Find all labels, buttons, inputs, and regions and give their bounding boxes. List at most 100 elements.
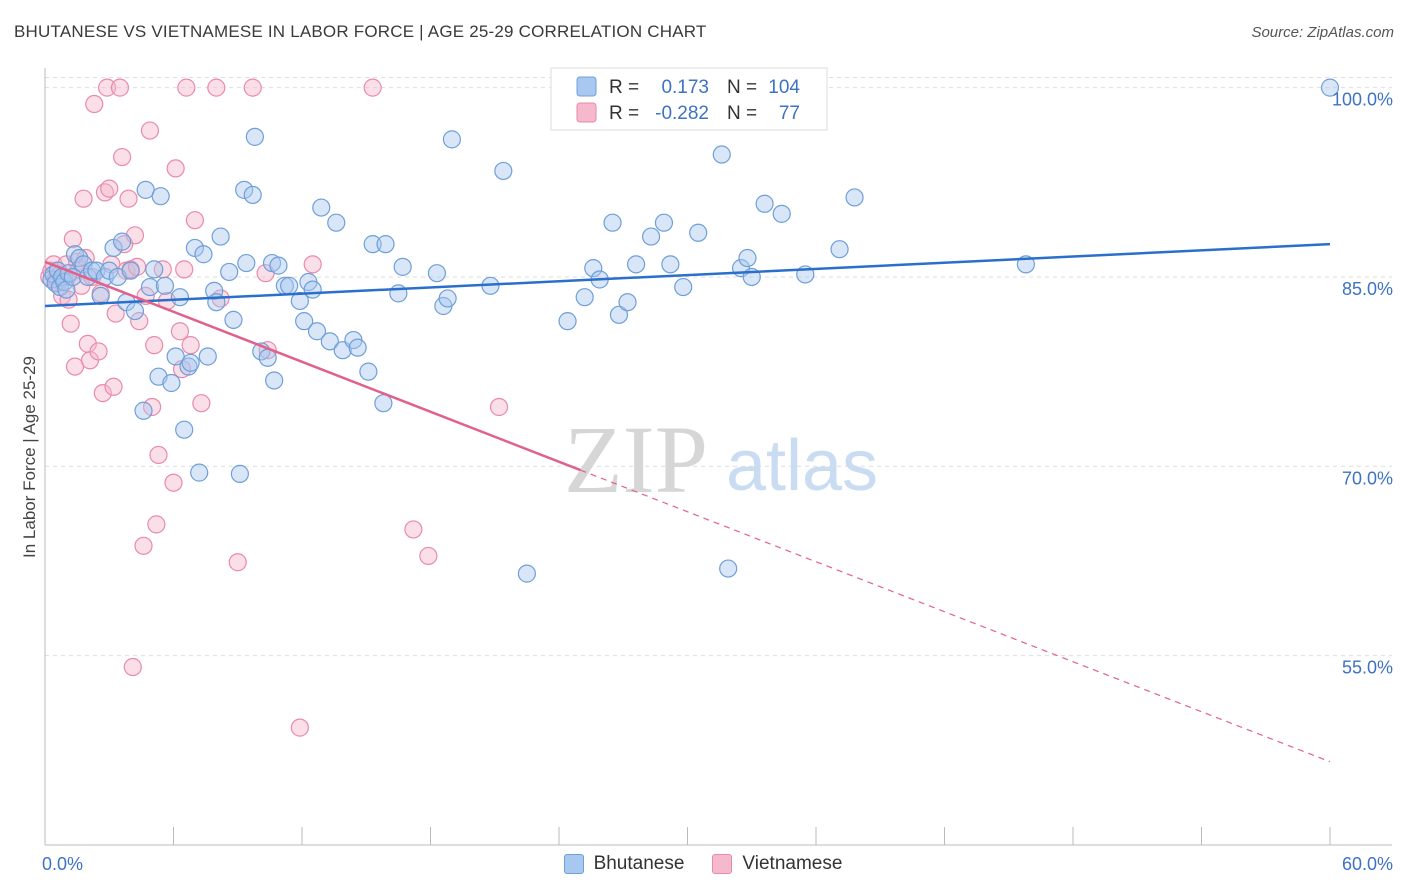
legend-r-label: R = <box>609 103 639 124</box>
bhutanese-point <box>155 276 175 295</box>
source-label: Source: ZipAtlas.com <box>1251 24 1394 41</box>
watermark-zip: ZIP <box>564 406 708 513</box>
vietnamese-point <box>175 260 194 279</box>
bhutanese-point <box>312 198 331 217</box>
bhutanese-points <box>42 78 1340 583</box>
legend-swatch-bhutanese <box>576 76 597 97</box>
vietnamese-point <box>185 211 205 230</box>
bhutanese-point <box>626 255 646 274</box>
bhutanese-point <box>755 194 774 213</box>
vietnamese-point <box>181 336 200 355</box>
legend-n-label: N = <box>727 103 757 124</box>
vietnamese-point <box>303 255 322 274</box>
chart-title: BHUTANESE VS VIETNAMESE IN LABOR FORCE |… <box>14 22 707 41</box>
vietnamese-trend-extension <box>580 469 1331 763</box>
vietnamese-point <box>100 179 119 198</box>
bhutanese-point <box>427 264 447 283</box>
bhutanese-point <box>689 223 708 242</box>
x-tick-labels: 0.0% 60.0% <box>42 854 1393 874</box>
legend-item-vietnamese: Vietnamese <box>712 853 842 875</box>
bhutanese-point <box>389 284 408 303</box>
bhutanese-point <box>162 373 181 393</box>
bhutanese-point <box>211 227 230 246</box>
bhutanese-point <box>112 232 132 251</box>
y-tick-label: 100.0% <box>1332 90 1393 110</box>
bhutanese-point <box>654 213 674 232</box>
watermark: ZIP atlas <box>564 406 878 513</box>
bhutanese-point <box>641 227 661 246</box>
vietnamese-point <box>110 78 130 97</box>
axes <box>44 68 1392 846</box>
vietnamese-point <box>63 229 82 249</box>
bhutanese-point <box>494 161 513 181</box>
watermark-atlas: atlas <box>726 426 878 506</box>
bhutanese-point <box>359 362 378 381</box>
vietnamese-point <box>363 78 382 97</box>
vietnamese-point <box>85 94 104 114</box>
vietnamese-point <box>134 536 153 555</box>
vietnamese-point <box>166 159 185 178</box>
bhutanese-point <box>205 281 224 300</box>
legend-label-vietnamese: Vietnamese <box>742 853 843 874</box>
bhutanese-point <box>517 564 536 583</box>
bhutanese-point <box>55 272 74 292</box>
bhutanese-point <box>290 291 309 311</box>
vietnamese-point <box>93 383 112 403</box>
series-legend: Bhutanese Vietnamese <box>0 850 1406 878</box>
bhutanese-point <box>307 322 327 341</box>
vietnamese-point <box>98 78 117 97</box>
bhutanese-point <box>237 253 256 273</box>
bhutanese-point <box>558 312 577 331</box>
bhutanese-point <box>125 301 145 321</box>
vietnamese-point <box>142 397 162 417</box>
y-tick-labels: 55.0% 70.0% 85.0% 100.0% <box>1332 90 1393 678</box>
bhutanese-point <box>772 204 791 223</box>
bhutanese-point <box>609 305 629 324</box>
legend-item-bhutanese: Bhutanese <box>563 853 684 875</box>
grid-lines <box>45 77 1392 657</box>
bhutanese-point <box>295 312 314 331</box>
bhutanese-point <box>265 371 284 390</box>
legend-n-value: 77 <box>779 103 800 124</box>
vietnamese-point <box>177 78 196 97</box>
bhutanese-point <box>618 293 637 312</box>
bhutanese-point <box>140 277 160 297</box>
bhutanese-point <box>376 235 395 254</box>
bhutanese-point <box>198 347 217 366</box>
bhutanese-point <box>280 276 299 295</box>
bhutanese-point <box>374 394 393 413</box>
vietnamese-point <box>243 78 262 97</box>
legend-n-value: 104 <box>768 77 800 98</box>
bhutanese-point <box>190 463 209 482</box>
bhutanese-point <box>327 213 346 232</box>
vietnamese-point <box>489 397 509 417</box>
bhutanese-point <box>170 288 190 307</box>
legend-swatch-bhutanese <box>563 854 584 874</box>
vietnamese-point <box>149 445 168 465</box>
bhutanese-point <box>303 280 322 299</box>
bhutanese-point <box>712 145 731 164</box>
vietnamese-point <box>147 515 166 534</box>
bhutanese-point <box>442 130 462 149</box>
vietnamese-point <box>89 342 108 361</box>
x-tick-label: 60.0% <box>1342 854 1393 874</box>
legend-n-label: N = <box>727 77 757 98</box>
bhutanese-point <box>194 245 213 264</box>
vietnamese-point <box>119 189 138 208</box>
vietnamese-point <box>207 78 226 97</box>
bhutanese-point <box>224 310 243 329</box>
vietnamese-point <box>145 336 164 355</box>
vietnamese-trend-line <box>44 260 581 472</box>
vietnamese-points <box>40 78 509 737</box>
vietnamese-point <box>123 657 142 677</box>
bhutanese-point <box>181 353 200 372</box>
vietnamese-point <box>170 322 190 341</box>
vietnamese-point <box>404 520 423 539</box>
bhutanese-point <box>243 185 262 205</box>
vietnamese-point <box>61 314 80 333</box>
bhutanese-point <box>845 188 864 207</box>
bhutanese-point <box>830 240 849 259</box>
vietnamese-point <box>192 394 211 413</box>
bhutanese-point <box>363 235 382 254</box>
legend-swatch-vietnamese <box>576 102 597 123</box>
